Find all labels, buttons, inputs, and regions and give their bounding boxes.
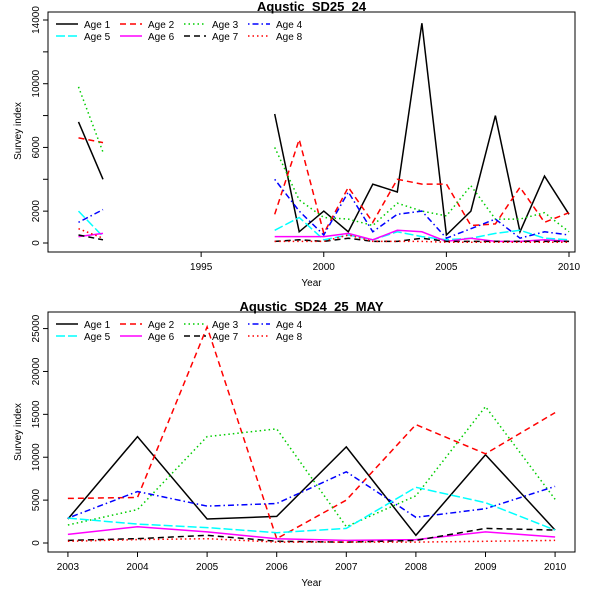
legend-label: Age 1	[84, 320, 111, 331]
series-line	[77, 210, 104, 238]
series-group	[77, 23, 570, 243]
x-tick-label: 2008	[405, 562, 428, 573]
y-tick-label: 14000	[31, 6, 42, 34]
legend-label: Age 1	[84, 20, 111, 31]
y-tick-label: 0	[31, 540, 42, 546]
legend-label: Age 8	[276, 332, 303, 343]
series-line	[274, 229, 570, 243]
x-tick-label: 2000	[313, 262, 336, 273]
legend-label: Age 8	[276, 32, 303, 43]
y-tick-label: 6000	[31, 136, 42, 159]
series-line	[67, 525, 556, 542]
series-line	[67, 435, 556, 537]
series-line	[274, 216, 570, 241]
chart-title: Aqustic_SD24_25_MAY	[239, 299, 383, 314]
y-tick-label: 25000	[31, 314, 42, 342]
y-axis: 0 2000 6000 10000 14000	[31, 6, 48, 246]
chart-panel-bottom: Aqustic_SD24_25_MAY Year Survey index 20…	[13, 299, 576, 589]
series-line	[67, 405, 556, 528]
series-line	[67, 486, 556, 534]
y-axis-label: Survey index	[13, 102, 24, 160]
legend-label: Age 5	[84, 332, 111, 343]
series-line	[77, 121, 104, 180]
plot-frame	[47, 311, 576, 553]
y-axis-label: Survey index	[13, 403, 24, 461]
chart-panel-top: Aqustic_SD25_24 Year Survey index 1995 20…	[13, 0, 581, 289]
series-line	[78, 234, 104, 241]
legend-label: Age 2	[148, 20, 175, 31]
series-line	[274, 178, 570, 240]
series-line	[273, 23, 570, 237]
y-tick-label: 5000	[31, 489, 42, 512]
x-tick-label: 1995	[190, 262, 213, 273]
x-tick-label: 2006	[266, 562, 289, 573]
y-tick-label: 15000	[31, 400, 42, 428]
y-tick-label: 0	[31, 240, 42, 246]
legend-label: Age 3	[212, 20, 239, 31]
x-axis-label: Year	[301, 278, 322, 289]
series-group	[67, 324, 556, 543]
chart-title: Aqustic_SD25_24	[257, 0, 367, 14]
legend-label: Age 5	[84, 32, 111, 43]
series-line	[67, 324, 556, 540]
legend: Age 1 Age 2 Age 3 Age 4 Age 5 Age 6 Age 7 Age 8	[56, 320, 303, 343]
plot-frame	[47, 11, 576, 253]
x-tick-label: 2010	[544, 562, 567, 573]
series-line	[67, 537, 556, 543]
x-tick-label: 2005	[435, 262, 458, 273]
series-line	[78, 208, 104, 223]
y-axis: 0 5000 10000 15000 20000 25000	[31, 314, 48, 546]
x-tick-label: 2009	[474, 562, 497, 573]
x-axis: 1995 2000 2005 2010	[190, 252, 581, 273]
y-tick-label: 10000	[31, 69, 42, 97]
x-tick-label: 2005	[196, 562, 219, 573]
legend-label: Age 6	[148, 32, 175, 43]
x-axis-label: Year	[301, 578, 322, 589]
y-tick-label: 2000	[31, 200, 42, 223]
legend-label: Age 4	[276, 320, 303, 331]
legend-label: Age 2	[148, 320, 175, 331]
series-line	[67, 470, 556, 519]
legend: Age 1 Age 2 Age 3 Age 4 Age 5 Age 6 Age 7 Age 8	[56, 20, 303, 43]
x-tick-label: 2007	[335, 562, 358, 573]
y-tick-label: 10000	[31, 443, 42, 471]
legend-label: Age 4	[276, 20, 303, 31]
x-axis: 2003 2004 2005 2006 2007 2008 2009 2010	[57, 552, 567, 573]
x-tick-label: 2010	[558, 262, 581, 273]
series-line	[77, 86, 104, 153]
legend-label: Age 7	[212, 32, 239, 43]
x-tick-label: 2003	[57, 562, 80, 573]
legend-label: Age 3	[212, 320, 239, 331]
series-line	[273, 136, 570, 236]
y-tick-label: 20000	[31, 357, 42, 385]
legend-label: Age 7	[212, 332, 239, 343]
series-line	[274, 234, 569, 243]
legend-label: Age 6	[148, 332, 175, 343]
x-tick-label: 2004	[126, 562, 149, 573]
